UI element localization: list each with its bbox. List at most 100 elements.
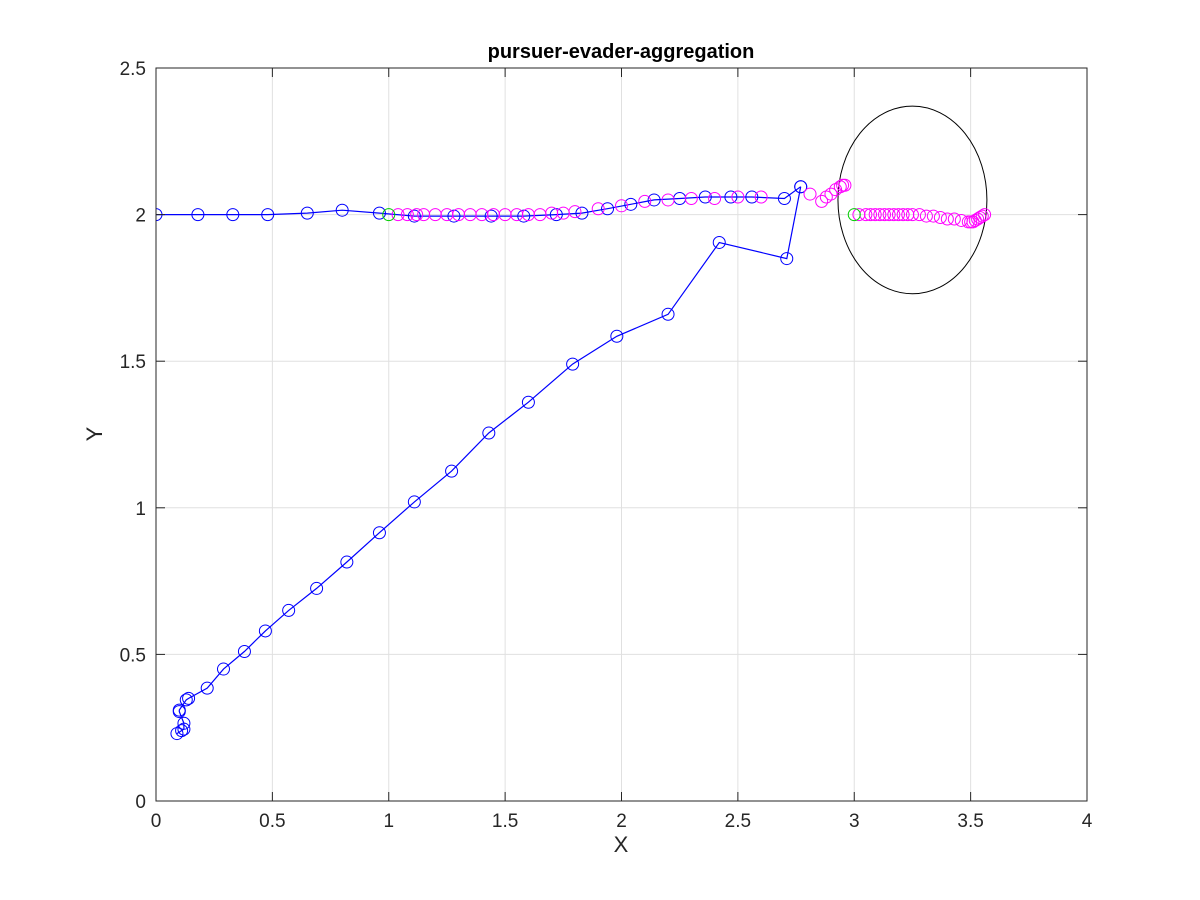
series-2-point xyxy=(824,187,838,201)
series-2-point xyxy=(410,208,424,222)
grid-lines xyxy=(156,68,1087,801)
series-2-point xyxy=(615,199,628,213)
series-2-point xyxy=(638,194,652,208)
series-0-point xyxy=(575,206,589,220)
series-0-point xyxy=(745,190,759,204)
series-3-point xyxy=(878,208,892,222)
x-tick-label: 0 xyxy=(151,811,162,832)
x-tick-label: 3.5 xyxy=(957,811,983,832)
series-2-point xyxy=(803,187,817,201)
series-2-point xyxy=(591,202,605,216)
annotations xyxy=(837,105,988,295)
x-tick-label: 0.5 xyxy=(259,811,285,832)
series-1-line xyxy=(176,186,802,735)
series-0-line xyxy=(156,186,802,217)
chart-title: pursuer-evader-aggregation xyxy=(488,41,755,63)
x-tick-label: 2 xyxy=(616,811,627,832)
series-0-point xyxy=(624,197,638,211)
series-1-point xyxy=(237,644,251,658)
series-2-point xyxy=(391,208,405,222)
series-3-point xyxy=(887,208,901,222)
series-1-point xyxy=(445,464,459,478)
y-tick-label: 0 xyxy=(135,792,146,813)
y-tick-label: 1.5 xyxy=(120,352,146,373)
series-3-point xyxy=(912,208,926,222)
series-1-point xyxy=(258,624,272,638)
series-1-point xyxy=(372,526,386,540)
y-tick-label: 1 xyxy=(135,499,146,520)
series-1-point xyxy=(200,681,214,695)
series-2-point xyxy=(661,193,675,207)
series-2-point xyxy=(400,208,414,222)
series-0-point xyxy=(647,193,661,207)
capture-circle xyxy=(837,105,988,295)
series-4-point xyxy=(382,208,396,222)
series-0-point xyxy=(372,206,386,220)
x-tick-label: 1 xyxy=(383,811,394,832)
series-1-point xyxy=(780,252,794,266)
series-1-point xyxy=(407,495,421,509)
series-3-point xyxy=(947,212,961,226)
series-0-point xyxy=(191,208,205,222)
x-tick-label: 4 xyxy=(1082,811,1093,832)
series-0-point xyxy=(777,191,791,205)
series-1-point xyxy=(521,395,535,409)
x-tick-label: 3 xyxy=(849,811,860,832)
series-3-point xyxy=(926,209,940,223)
series-3-point xyxy=(882,208,896,222)
y-tick-label: 2 xyxy=(135,206,146,227)
series-0-point xyxy=(601,202,615,216)
series-0-point xyxy=(300,206,314,220)
series-3-point xyxy=(919,209,933,223)
series-1-point xyxy=(610,329,624,343)
series-1-point xyxy=(340,555,354,569)
series-3-point xyxy=(868,208,882,222)
series-1-point xyxy=(661,307,675,321)
y-tick-label: 0.5 xyxy=(120,645,146,666)
series-1-point xyxy=(182,691,196,705)
series-2-point xyxy=(754,190,768,204)
series-lines xyxy=(156,186,802,735)
series-0-point xyxy=(261,208,275,222)
series-2-point xyxy=(684,191,698,205)
series-3-point xyxy=(864,208,878,222)
series-3-point xyxy=(978,208,992,222)
x-tick-label: 2.5 xyxy=(725,811,751,832)
series-markers xyxy=(156,178,992,741)
series-1-point xyxy=(216,662,230,676)
series-4-point xyxy=(847,208,861,222)
series-1-point xyxy=(794,180,808,194)
series-1-point xyxy=(566,357,580,371)
series-3-point xyxy=(905,208,919,222)
series-1-point xyxy=(282,603,296,617)
series-2-point xyxy=(731,190,745,204)
series-3-point xyxy=(891,208,905,222)
series-2-point xyxy=(708,191,722,205)
series-1-point xyxy=(179,693,193,707)
series-2-point xyxy=(568,205,582,219)
series-0-point xyxy=(407,209,421,223)
series-0-point xyxy=(724,190,738,204)
series-0-point xyxy=(335,203,349,217)
series-1-point xyxy=(712,235,726,249)
x-axis-label: X xyxy=(614,832,629,857)
series-1-point xyxy=(310,581,324,595)
series-0-point xyxy=(484,209,498,223)
series-1-point xyxy=(177,716,191,730)
series-1-point xyxy=(170,727,184,741)
series-1-point xyxy=(172,705,186,719)
series-3-point xyxy=(933,211,947,225)
axis-ticks: 0 0.5 1 1.5 2 2.5 3 3.5 4 0 0.5 1 1.5 2 2.5 xyxy=(120,59,1093,832)
series-0-point xyxy=(698,190,712,204)
series-3-point xyxy=(896,208,910,222)
series-3-point xyxy=(940,212,954,226)
series-1-point xyxy=(482,426,496,440)
series-2-point xyxy=(815,194,829,208)
series-3-point xyxy=(975,209,989,223)
series-1-point xyxy=(177,722,191,736)
series-3-point xyxy=(873,208,887,222)
series-2-point xyxy=(838,178,852,192)
y-tick-label: 2.5 xyxy=(120,59,146,80)
x-tick-label: 1.5 xyxy=(492,811,518,832)
